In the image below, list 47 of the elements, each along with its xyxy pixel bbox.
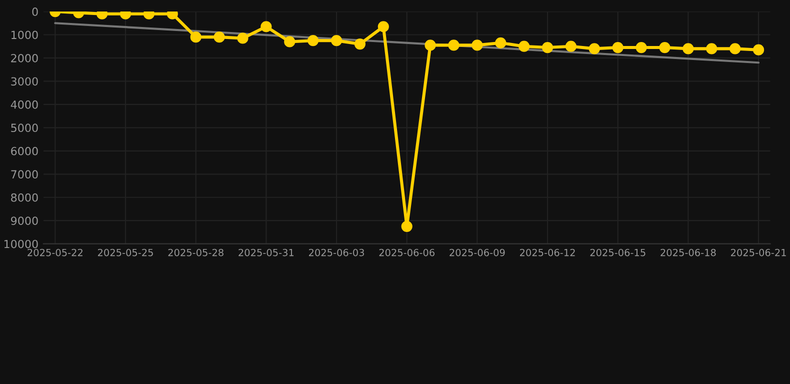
x-tick-label: 2025-06-03 [308, 248, 364, 256]
point [448, 40, 460, 51]
x-tick-label: 2025-06-21 [730, 248, 786, 256]
x-tick-label: 2025-06-12 [520, 248, 575, 256]
point [190, 32, 202, 43]
y-tick-label: 8000 [11, 193, 38, 202]
point [730, 43, 741, 54]
y-tick-label: 10000 [4, 240, 38, 248]
point [284, 36, 296, 48]
point [636, 42, 647, 54]
point [214, 32, 225, 43]
x-tick-label: 2025-05-25 [98, 248, 153, 256]
point [308, 35, 319, 46]
y-tick-label: 6000 [11, 146, 38, 156]
x-tick-label: 2025-05-28 [168, 248, 224, 256]
point [612, 42, 624, 54]
y-tick-label: 2000 [11, 54, 38, 62]
point [378, 21, 389, 32]
point [542, 42, 554, 54]
y-tick-label: 9000 [11, 216, 38, 225]
point [401, 220, 412, 232]
y-tick-label: 3000 [11, 77, 38, 86]
point [330, 35, 342, 46]
x-tick-label: 2025-06-15 [590, 248, 646, 256]
point [518, 40, 530, 52]
point [588, 43, 600, 54]
y-tick-label: 7000 [11, 170, 38, 179]
point [237, 32, 248, 44]
point [659, 42, 670, 54]
point [424, 40, 436, 51]
point [354, 38, 366, 50]
y-tick-label: 1000 [12, 30, 38, 40]
point [565, 40, 577, 52]
point [752, 44, 764, 56]
y-tick-label: 5000 [11, 124, 38, 132]
point [472, 40, 483, 51]
y-tick-label: 0 [32, 7, 38, 16]
x-tick-label: 2025-06-09 [450, 248, 505, 256]
point [682, 43, 694, 54]
point [260, 21, 272, 32]
x-tick-label: 2025-05-31 [238, 248, 294, 256]
x-tick-label: 2025-06-06 [379, 248, 434, 256]
y-tick-label: 4000 [10, 100, 38, 109]
point [706, 43, 718, 54]
point [495, 37, 506, 48]
x-tick-label: 2025-05-22 [28, 248, 82, 256]
x-tick-label: 2025-06-18 [660, 248, 716, 256]
